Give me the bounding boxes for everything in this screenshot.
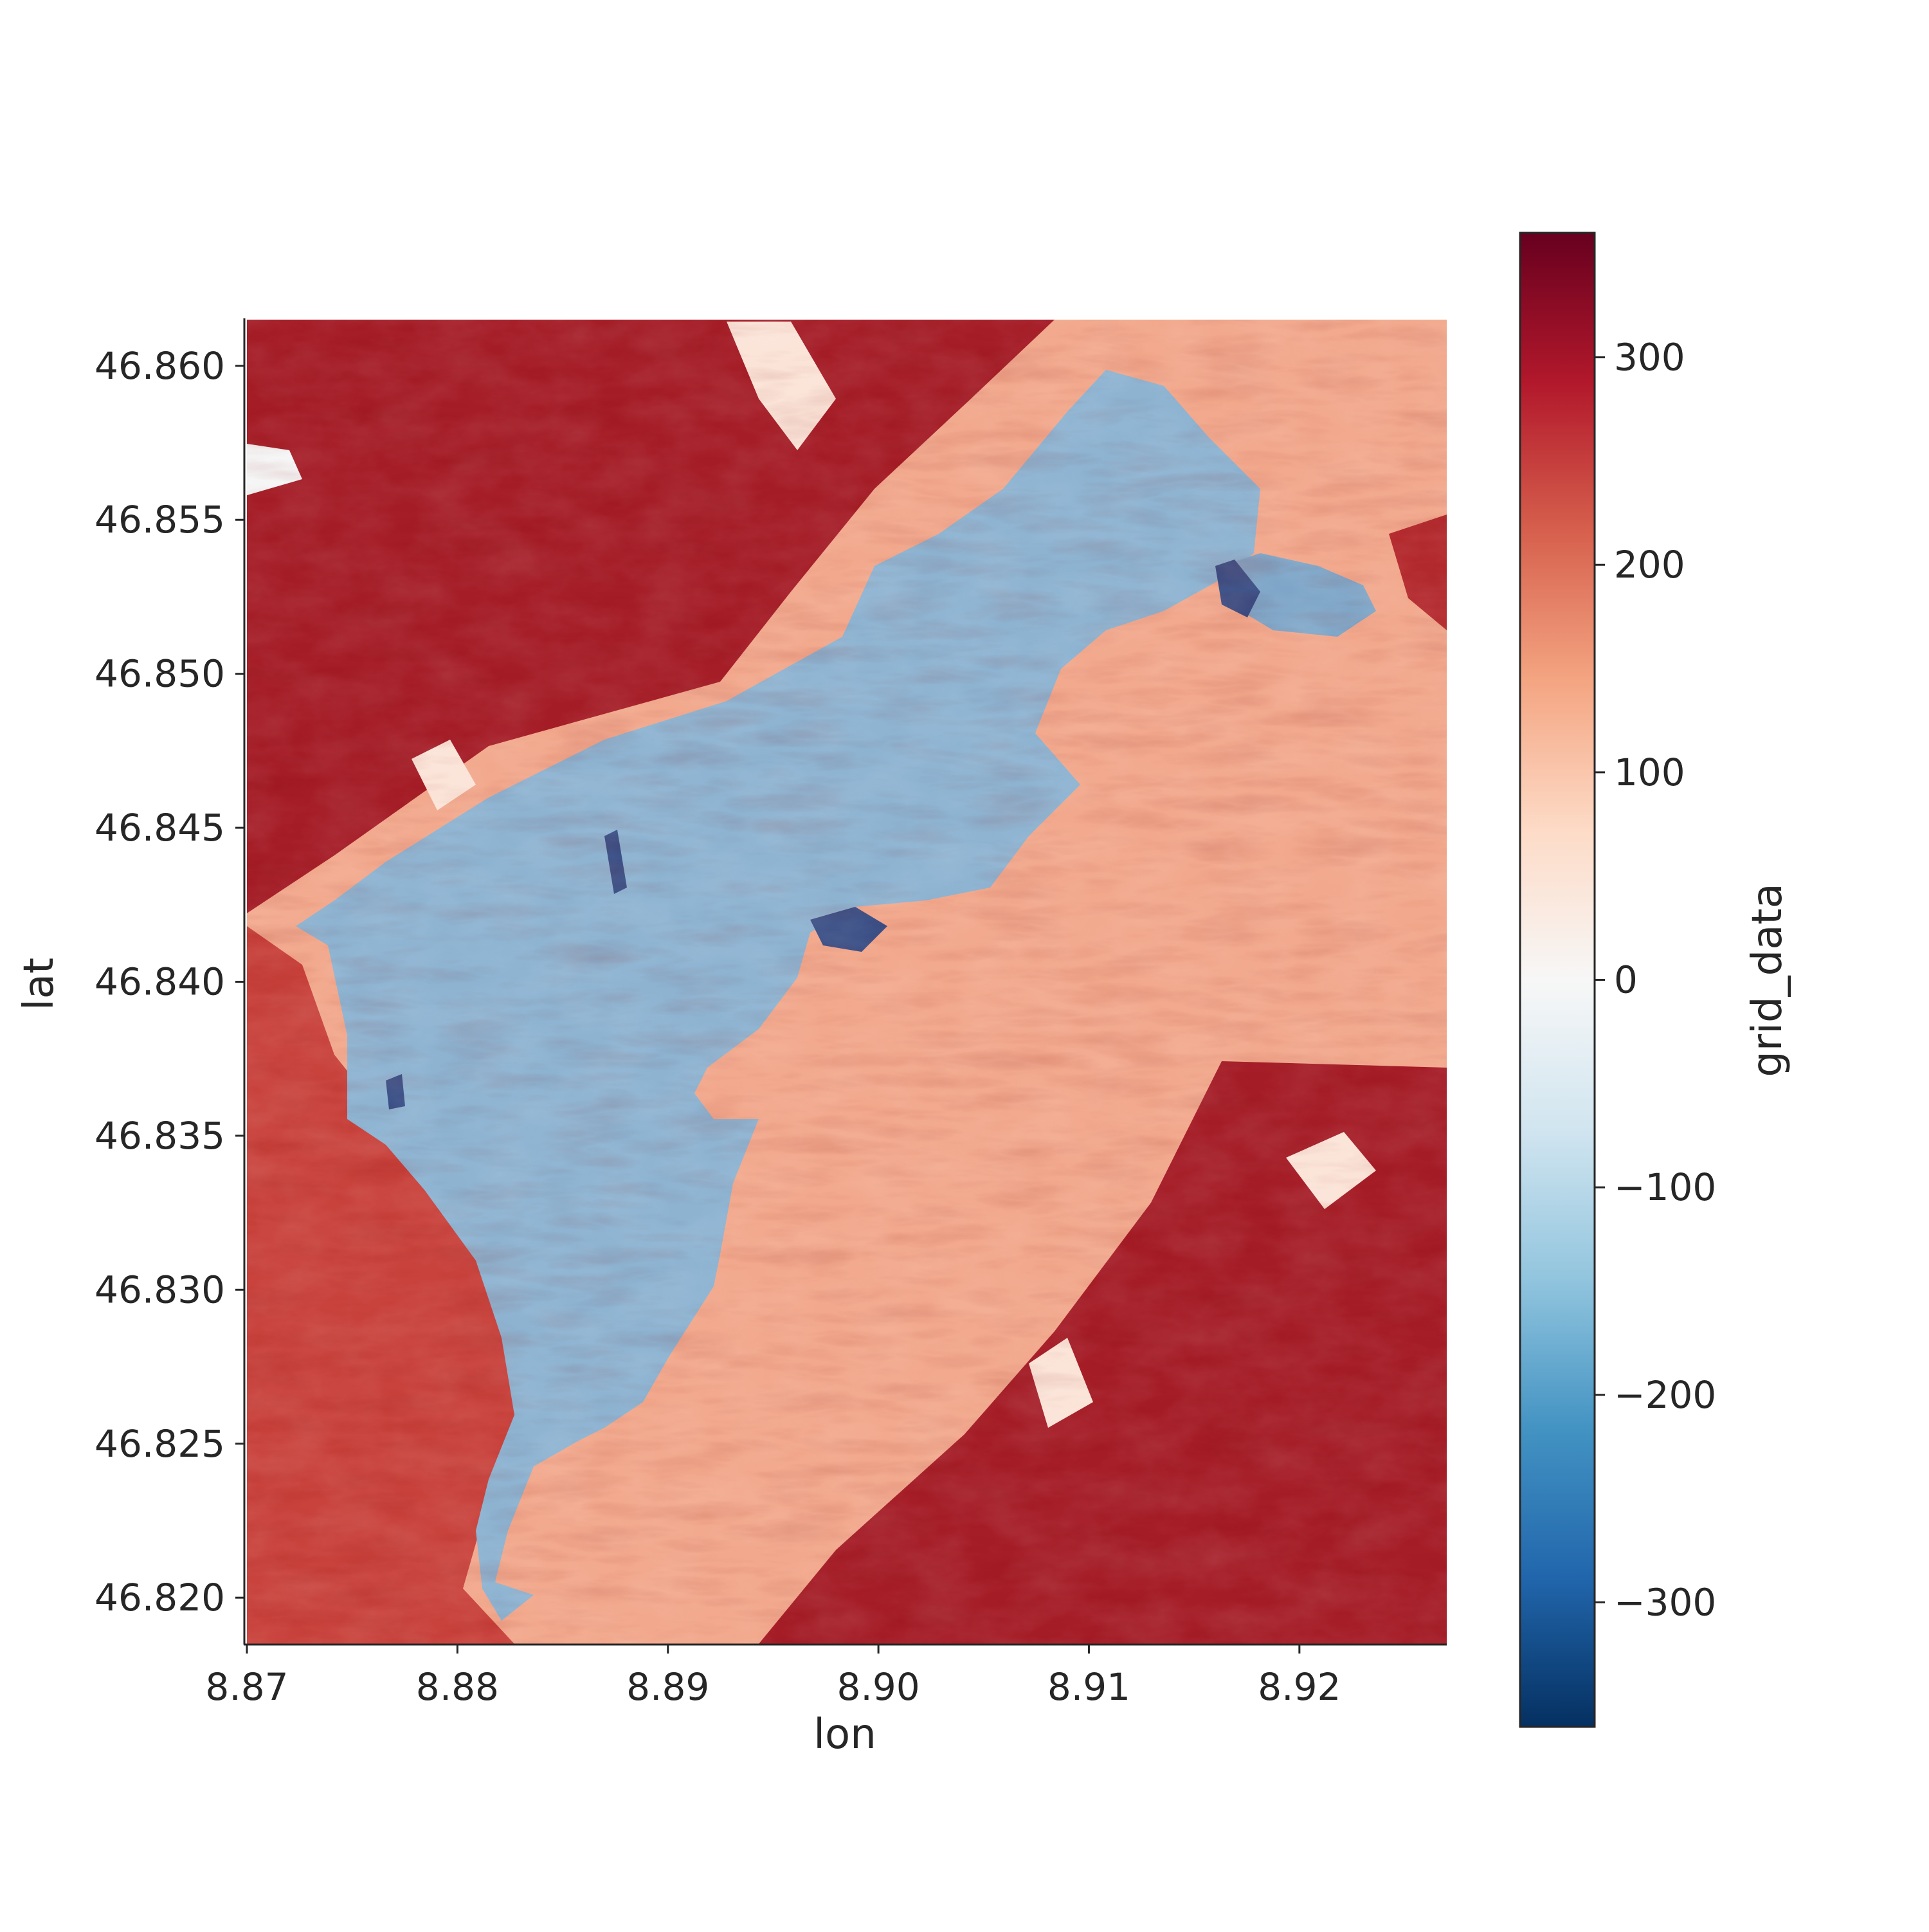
y-tick-label: 46.820 bbox=[95, 1576, 225, 1619]
y-tick-label: 46.840 bbox=[95, 960, 225, 1004]
x-tick-label: 8.88 bbox=[416, 1665, 499, 1709]
x-tick-label: 8.90 bbox=[837, 1665, 920, 1709]
colorbar-tick-label: 0 bbox=[1614, 958, 1638, 1002]
colorbar bbox=[1519, 232, 1596, 1728]
y-tick-label: 46.825 bbox=[95, 1422, 225, 1466]
y-tick-label: 46.860 bbox=[95, 344, 225, 388]
heatmap-image bbox=[247, 320, 1447, 1644]
y-tick-label: 46.855 bbox=[95, 498, 225, 542]
colorbar-label: grid_data bbox=[1744, 883, 1791, 1077]
texture-overlay bbox=[247, 320, 1447, 1644]
y-axis-ticks: 46.820 46.825 46.830 46.835 46.840 46.845 46.8… bbox=[95, 344, 244, 1619]
y-tick-label: 46.850 bbox=[95, 652, 225, 696]
y-axis-label: lat bbox=[15, 958, 63, 1010]
colorbar-tick-label: 100 bbox=[1614, 751, 1685, 794]
x-axis-label: lon bbox=[813, 1711, 876, 1758]
colorbar-tick-label: −200 bbox=[1614, 1373, 1716, 1417]
colorbar-tick-label: −300 bbox=[1614, 1580, 1716, 1624]
y-tick-label: 46.845 bbox=[95, 806, 225, 850]
x-tick-label: 8.87 bbox=[205, 1665, 288, 1709]
colorbar-tick-label: 300 bbox=[1614, 336, 1685, 379]
colorbar-ticks: −300 −200 −100 0 100 200 300 bbox=[1595, 336, 1716, 1624]
x-tick-label: 8.92 bbox=[1258, 1665, 1341, 1709]
colorbar-tick-label: −100 bbox=[1614, 1165, 1716, 1209]
y-tick-label: 46.830 bbox=[95, 1268, 225, 1311]
x-tick-label: 8.91 bbox=[1047, 1665, 1130, 1709]
x-tick-label: 8.89 bbox=[626, 1665, 709, 1709]
y-tick-label: 46.835 bbox=[95, 1114, 225, 1158]
x-axis-ticks: 8.87 8.88 8.89 8.90 8.91 8.92 bbox=[205, 1645, 1341, 1709]
colorbar-tick-label: 200 bbox=[1614, 543, 1685, 587]
